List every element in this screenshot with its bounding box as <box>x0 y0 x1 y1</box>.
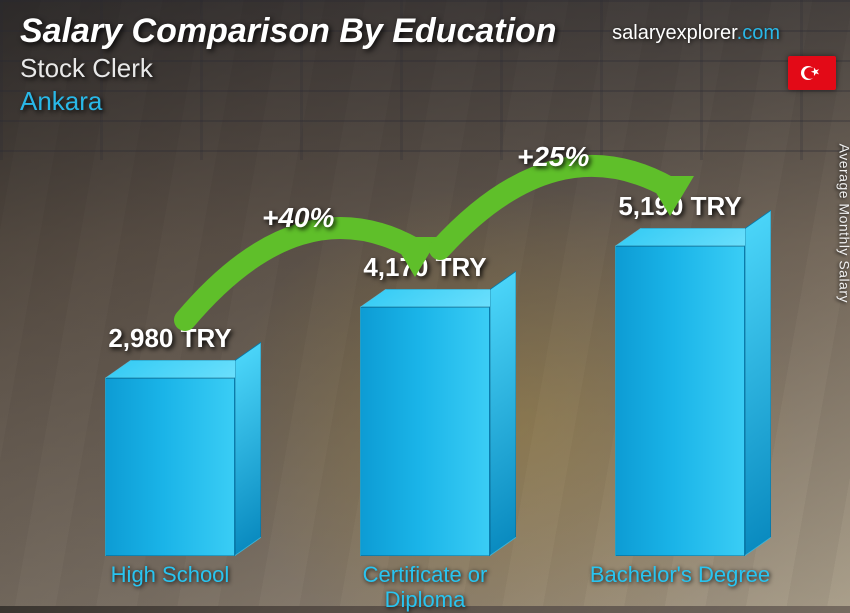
y-axis-label: Average Monthly Salary <box>836 144 850 303</box>
jump-pct-label: +25% <box>517 141 589 173</box>
page-location: Ankara <box>20 86 830 117</box>
flag-turkey <box>788 56 836 90</box>
bar-category-label: Certificate or Diploma <box>325 562 525 613</box>
salary-bar-chart: 2,980 TRYHigh School4,170 TRYCertificate… <box>60 136 790 556</box>
bar-category-label: Bachelor's Degree <box>580 562 780 587</box>
bar-category-label: High School <box>70 562 270 587</box>
brand-suffix: .com <box>737 22 780 44</box>
page-subtitle: Stock Clerk <box>20 53 830 84</box>
brand-text: salaryexplorer <box>612 22 737 44</box>
jump-arrow-1 <box>60 136 790 556</box>
brand-logo: salaryexplorer.com <box>612 22 780 45</box>
